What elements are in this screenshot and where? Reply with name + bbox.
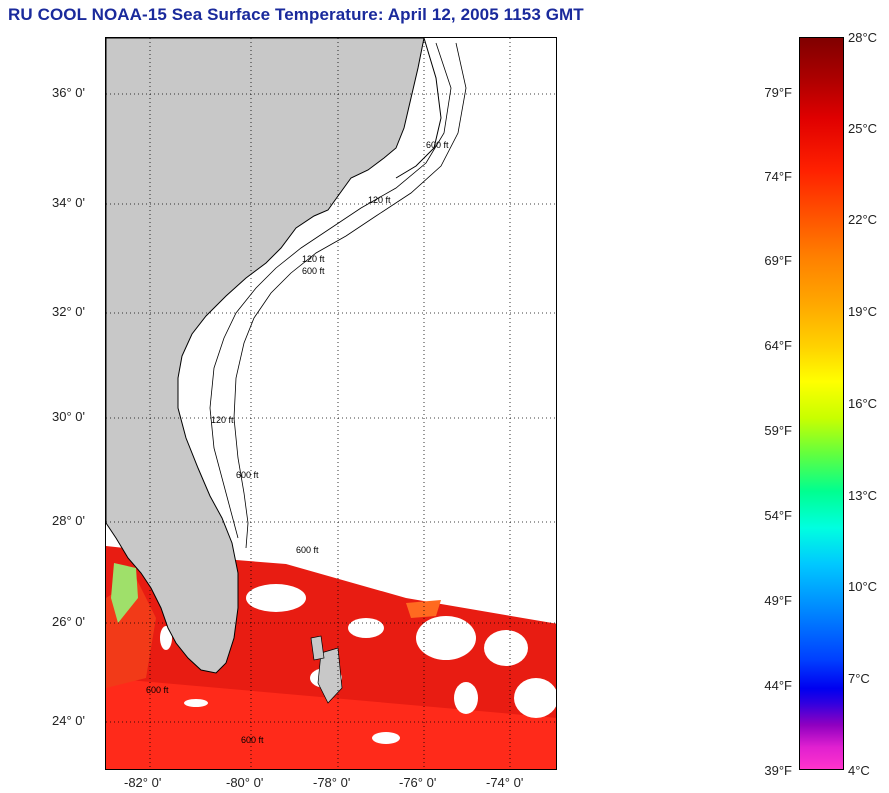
isobath-label: 600 ft: [296, 545, 319, 555]
sst-cool-patch: [111, 563, 138, 623]
colorbar-f-label: 49°F: [764, 593, 792, 608]
colorbar-c-label: 19°C: [848, 304, 878, 319]
lon-label-80: -80° 0': [226, 775, 264, 790]
sst-orange-patch-2: [406, 600, 441, 618]
colorbar-c-label: 28°C: [848, 30, 878, 45]
colorbar-f-label: 74°F: [764, 169, 792, 184]
colorbar-c-label: 16°C: [848, 396, 878, 411]
outer-banks: [395, 38, 442, 179]
colorbar-c-label: 7°C: [848, 671, 870, 686]
colorbar-c-label: 22°C: [848, 212, 878, 227]
colorbar-c-label: 10°C: [848, 579, 878, 594]
sst-map-graphic: 120 ft 600 ft 120 ft 600 ft 600 ft 600 f…: [106, 38, 556, 769]
lat-label-24: 24° 0': [52, 713, 85, 728]
sst-warm-core: [106, 678, 556, 769]
colorbar-f-label: 69°F: [764, 253, 792, 268]
colorbar-f-label: 79°F: [764, 85, 792, 100]
colorbar-f-label: 54°F: [764, 508, 792, 523]
sst-map: 120 ft 600 ft 120 ft 600 ft 600 ft 600 f…: [105, 37, 557, 770]
isobath-label: 600 ft: [302, 266, 325, 276]
isobath-label: 120 ft: [368, 195, 391, 205]
lon-label-74: -74° 0': [486, 775, 524, 790]
colorbar-f-label: 64°F: [764, 338, 792, 353]
map-title: RU COOL NOAA-15 Sea Surface Temperature:…: [8, 5, 584, 24]
lon-label-76: -76° 0': [399, 775, 437, 790]
isobath-label: 600 ft: [236, 470, 259, 480]
colorbar-c-label: 13°C: [848, 488, 878, 503]
andros-island: [310, 635, 325, 661]
lat-label-28: 28° 0': [52, 513, 85, 528]
land-southeast-us: [106, 38, 425, 674]
bahamas-island: [317, 647, 343, 704]
lon-label-78: -78° 0': [313, 775, 351, 790]
lat-label-26: 26° 0': [52, 614, 85, 629]
isobath-label: 600 ft: [426, 140, 449, 150]
lat-label-30: 30° 0': [52, 409, 85, 424]
lon-label-82: -82° 0': [124, 775, 162, 790]
isobath-label: 120 ft: [302, 254, 325, 264]
cloud-patches: [160, 584, 556, 744]
colorbar-c-label: 25°C: [848, 121, 878, 136]
lat-label-32: 32° 0': [52, 304, 85, 319]
isobath-label: 600 ft: [146, 685, 169, 695]
colorbar-f-label: 39°F: [764, 763, 792, 778]
lat-label-34: 34° 0': [52, 195, 85, 210]
lat-label-36: 36° 0': [52, 85, 85, 100]
colorbar-c-label: 4°C: [848, 763, 870, 778]
isobath-label: 600 ft: [241, 735, 264, 745]
temperature-colorbar: [799, 37, 844, 770]
isobath-120ft: [209, 42, 452, 539]
colorbar-f-label: 59°F: [764, 423, 792, 438]
colorbar-f-label: 44°F: [764, 678, 792, 693]
isobath-label: 120 ft: [211, 415, 234, 425]
isobath-600ft: [233, 42, 467, 549]
graticule: [106, 38, 556, 769]
